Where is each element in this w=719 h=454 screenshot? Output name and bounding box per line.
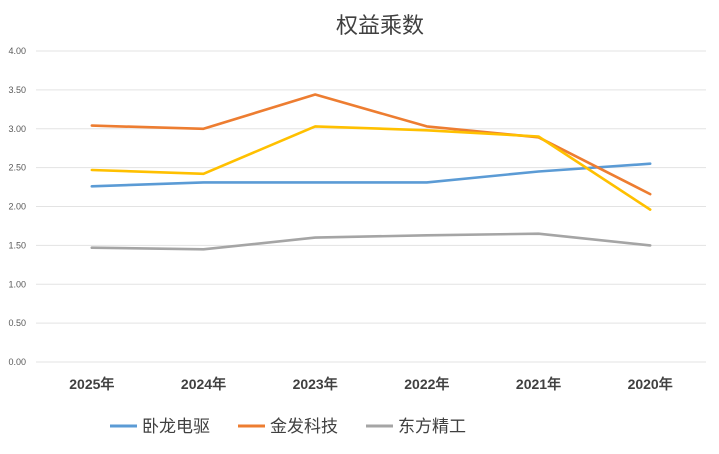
y-tick-label: 3.00 [8,124,26,134]
y-tick-label: 2.50 [8,163,26,173]
series-lines [90,93,652,251]
x-tick-label: 2023年 [293,376,338,392]
series-line-2 [90,93,652,196]
grid [36,50,706,363]
chart-title: 权益乘数 [336,14,424,39]
y-tick-label: 0.00 [8,357,26,367]
x-tick-label: 2024年 [181,376,226,392]
y-tick-label: 4.00 [8,46,26,56]
x-axis-ticks: 2025年 2024年 2023年 2022年 2021年 2020年 [69,376,672,392]
x-tick-label: 2022年 [404,376,449,392]
y-tick-label: 1.00 [8,279,26,289]
y-tick-label: 3.50 [8,85,26,95]
series-line-4 [90,125,652,211]
series-line-3 [90,232,652,251]
legend-label: 金发科技 [270,417,338,437]
legend: 卧龙电驱 金发科技 东方精工 [110,417,618,437]
y-tick-label: 1.50 [8,240,26,250]
y-tick-label: 0.50 [8,318,26,328]
y-axis-ticks: 0.00 0.50 1.00 1.50 2.00 2.50 3.00 3.50 4.00 [8,46,26,367]
x-tick-label: 2025年 [69,376,114,392]
legend-label: 卧龙电驱 [142,417,210,437]
series-line-1 [90,162,652,188]
x-tick-label: 2020年 [628,376,673,392]
y-tick-label: 2.00 [8,202,26,212]
x-tick-label: 2021年 [516,376,561,392]
legend-label: 东方精工 [398,417,466,437]
